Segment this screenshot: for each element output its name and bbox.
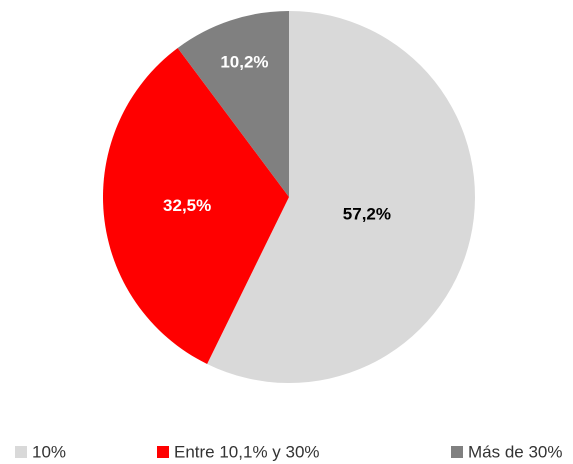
legend-label: 10% [32, 442, 66, 461]
pie-slice [177, 10, 289, 197]
pie-slice [207, 11, 475, 383]
legend-label: Entre 10,1% y 30% [174, 442, 320, 461]
legend-swatch [15, 446, 27, 458]
legend-swatch [451, 446, 463, 458]
value-label: 32,5% [163, 196, 211, 215]
value-label: 10,2% [220, 52, 268, 71]
pie-slice [102, 47, 289, 364]
legend-swatch [157, 446, 169, 458]
legend-label: Más de 30% [468, 442, 563, 461]
value-label: 57,2% [343, 205, 391, 224]
